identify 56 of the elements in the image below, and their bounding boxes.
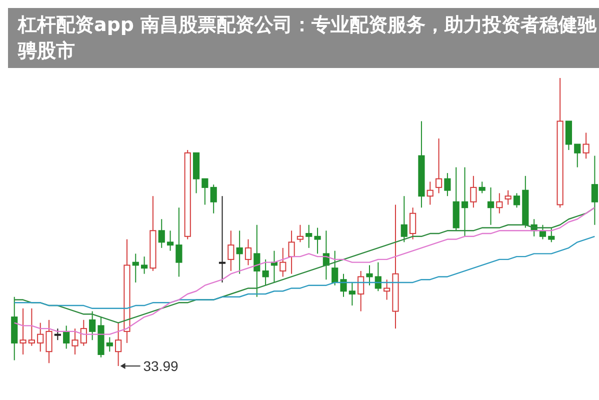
candlestick: [280, 247, 286, 278]
annotation: 33.99: [143, 358, 179, 374]
candlestick: [72, 328, 78, 355]
candlestick: [384, 279, 390, 300]
candlestick: [228, 230, 234, 272]
candlestick: [374, 262, 382, 292]
candlestick: [166, 230, 174, 252]
candlestick: [591, 155, 598, 226]
candlestick: [54, 328, 61, 341]
candlestick: [340, 273, 347, 298]
candlestick: [28, 308, 35, 346]
candlestick: [254, 224, 260, 298]
candlestick: [89, 310, 96, 341]
candlestick: [366, 264, 373, 286]
candlestick: [487, 186, 494, 226]
candlestick: [565, 120, 572, 150]
candlestick: [400, 196, 408, 243]
candlestick: [410, 207, 416, 240]
candlestick: [504, 190, 512, 206]
candlestick: [158, 218, 165, 248]
candlestick: [470, 175, 477, 208]
candlestick: [306, 224, 312, 248]
candlestick: [539, 224, 546, 240]
candlestick: [513, 192, 520, 208]
candlestick: [262, 258, 269, 286]
candlestick: [296, 224, 304, 243]
candlestick: [20, 308, 26, 355]
candlestick: [548, 227, 555, 243]
candlestick: [46, 319, 52, 364]
candlestick: [140, 256, 148, 274]
candlestick: [106, 336, 113, 352]
candlestick: [115, 322, 122, 366]
candlestick: [426, 181, 434, 206]
candlestick: [63, 325, 70, 350]
candlestick: [132, 253, 139, 283]
candlestick: [358, 270, 364, 312]
candlestick: [582, 132, 590, 160]
candlestick: [80, 319, 87, 346]
candlestick: [461, 166, 468, 237]
chart-title: 杠杆配资app 南昌股票配资公司：专业配资服务，助力投资者稳健驰骋股市: [8, 8, 599, 68]
candlestick: [348, 282, 356, 306]
candlestick: [288, 230, 295, 274]
candlestick: [435, 138, 442, 194]
candlestick: [244, 238, 252, 266]
candlestick: [210, 184, 217, 214]
candlestick: [236, 230, 243, 274]
candlestick: [478, 181, 486, 194]
candlestick: [444, 172, 451, 197]
candlestick: [314, 227, 321, 254]
candlestick: [574, 144, 581, 168]
candlestick: [496, 192, 503, 214]
candlestick: [176, 207, 182, 278]
candlestick: [332, 250, 338, 286]
candlestick: [218, 196, 226, 283]
candlestick: [37, 322, 44, 352]
candlestick: [202, 178, 208, 206]
